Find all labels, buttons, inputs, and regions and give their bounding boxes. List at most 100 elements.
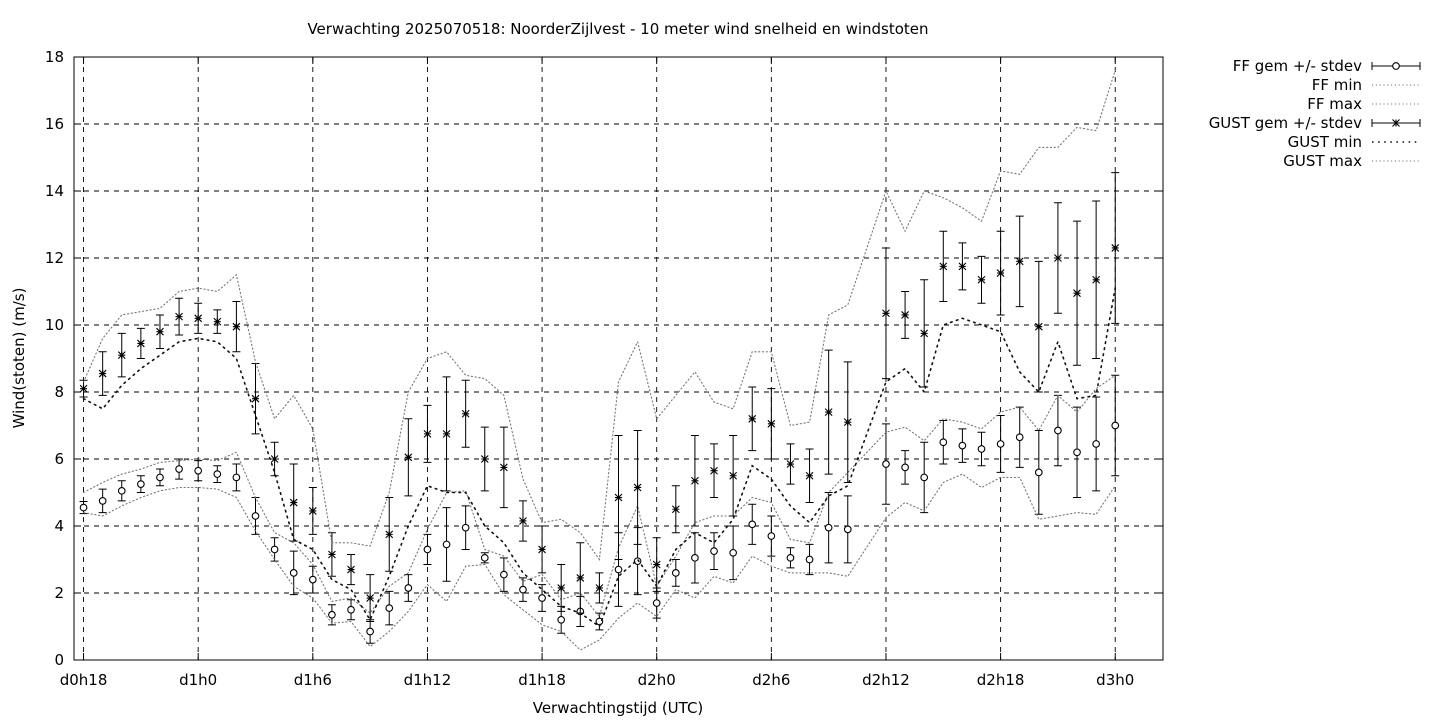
data-point xyxy=(901,463,909,472)
x-tick-label: d1h0 xyxy=(179,671,217,689)
data-point xyxy=(1034,322,1043,331)
data-point xyxy=(882,309,890,318)
data-point xyxy=(461,409,470,418)
series-gust-max xyxy=(83,69,1116,561)
data-point xyxy=(366,627,374,636)
data-point xyxy=(1073,448,1081,457)
data-point xyxy=(977,445,986,453)
data-point xyxy=(98,497,107,505)
data-point xyxy=(1111,244,1120,252)
data-point xyxy=(194,466,203,475)
legend-marker xyxy=(1392,62,1400,70)
y-axis-ticks: 0 2 4 6 8 10 12 14 16 18 xyxy=(45,48,1163,669)
y-tick-label: 12 xyxy=(45,249,64,267)
data-point xyxy=(1015,257,1024,266)
data-point xyxy=(576,574,585,582)
data-point xyxy=(805,471,814,480)
data-point xyxy=(996,440,1005,448)
data-point xyxy=(901,311,909,319)
data-point xyxy=(729,548,737,557)
data-point xyxy=(1015,433,1024,442)
legend-entry: FF gem +/- stdev xyxy=(1233,57,1421,75)
data-point xyxy=(805,555,814,564)
chart-title: Verwachting 2025070518: NoorderZijlvest … xyxy=(307,20,928,38)
legend-label: GUST max xyxy=(1283,152,1362,170)
data-point xyxy=(232,473,241,482)
data-point xyxy=(557,615,566,624)
data-point xyxy=(442,540,451,549)
data-point xyxy=(1073,289,1081,298)
data-point xyxy=(882,460,890,468)
series-layer xyxy=(79,69,1120,651)
legend-label: GUST gem +/- stdev xyxy=(1209,114,1362,132)
data-point xyxy=(824,408,833,416)
data-point xyxy=(98,369,107,378)
data-point xyxy=(175,465,183,473)
data-point xyxy=(480,553,489,562)
data-point xyxy=(500,570,508,579)
data-point xyxy=(385,530,394,539)
data-point xyxy=(156,473,164,482)
y-tick-label: 14 xyxy=(45,182,64,200)
x-axis-label: Verwachtingstijd (UTC) xyxy=(533,699,704,717)
data-point xyxy=(748,414,757,423)
data-point xyxy=(423,429,432,438)
data-point xyxy=(652,560,661,569)
data-point xyxy=(1111,421,1120,430)
series-gust-min xyxy=(82,287,1116,628)
data-point xyxy=(710,547,718,555)
data-point xyxy=(920,473,929,482)
x-tick-label: d2h18 xyxy=(977,671,1025,689)
y-tick-label: 8 xyxy=(54,383,64,401)
data-point xyxy=(920,329,929,338)
x-axis-ticks: d0h18 d1h0 d1h6 d1h12 d1h18 d2h0 d2h6 d2h12 d2h1… xyxy=(60,57,1134,689)
data-point xyxy=(213,317,222,326)
legend-label: FF gem +/- stdev xyxy=(1233,57,1362,75)
y-tick-label: 0 xyxy=(54,651,64,669)
data-point xyxy=(958,262,967,271)
data-point xyxy=(595,584,604,592)
data-point xyxy=(557,584,566,592)
y-tick-label: 10 xyxy=(45,316,64,334)
data-point xyxy=(767,419,776,428)
data-point xyxy=(824,523,833,532)
data-point xyxy=(1092,440,1100,448)
legend-entry: GUST max xyxy=(1283,152,1420,170)
x-tick-label: d2h0 xyxy=(638,671,676,689)
data-point xyxy=(175,312,183,321)
data-point xyxy=(442,429,451,438)
data-point xyxy=(213,470,222,478)
data-point xyxy=(538,545,546,554)
data-point xyxy=(308,575,317,584)
data-point xyxy=(1092,275,1101,284)
y-axis-label: Wind(stoten) (m/s) xyxy=(10,288,28,429)
series-ff-max xyxy=(83,374,1116,618)
data-point xyxy=(614,565,623,574)
y-tick-label: 16 xyxy=(45,115,64,133)
data-point xyxy=(251,394,260,403)
data-point xyxy=(691,553,699,562)
data-point xyxy=(79,503,88,512)
series-ff-min xyxy=(83,473,1116,651)
data-point xyxy=(767,532,776,540)
legend-label: FF min xyxy=(1312,76,1362,94)
legend-label: GUST min xyxy=(1288,133,1362,151)
data-point xyxy=(710,466,718,475)
data-point xyxy=(308,507,317,515)
data-point xyxy=(461,523,470,532)
data-point xyxy=(652,599,661,607)
y-tick-label: 4 xyxy=(54,517,64,535)
data-point xyxy=(671,505,680,514)
data-point xyxy=(328,610,336,619)
data-point xyxy=(137,480,145,488)
data-point xyxy=(519,517,527,525)
data-point xyxy=(289,569,298,577)
legend-entry: FF max xyxy=(1307,95,1420,113)
data-point xyxy=(270,455,279,463)
x-tick-label: d2h12 xyxy=(862,671,910,689)
data-point xyxy=(996,269,1005,277)
data-point xyxy=(251,512,260,520)
data-point xyxy=(786,460,795,468)
data-point xyxy=(79,384,88,393)
